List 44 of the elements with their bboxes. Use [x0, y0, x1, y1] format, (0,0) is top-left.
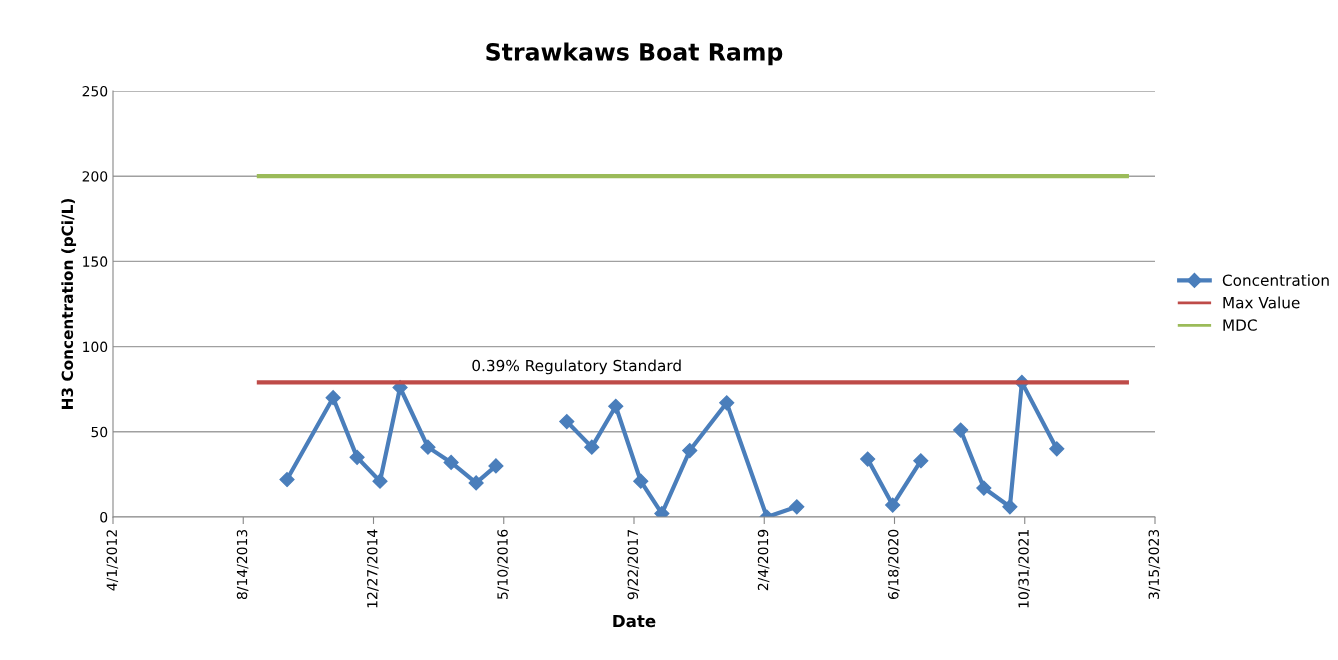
- x-tick-label: 12/27/2014: [367, 529, 379, 608]
- point: [420, 439, 436, 455]
- x-tick-label: 10/31/2021: [1018, 530, 1030, 608]
- point: [279, 471, 295, 488]
- y-axis-title: H3 Concentration (pCi/L): [61, 198, 77, 409]
- point: [953, 422, 969, 438]
- x-tick-label: 2/4/2019: [757, 529, 770, 591]
- point: [789, 499, 805, 515]
- point: [372, 473, 388, 489]
- legend-label: Max Value: [1223, 296, 1300, 309]
- x-tick-label: 9/22/2017: [627, 529, 640, 600]
- point: [325, 390, 341, 406]
- point: [633, 473, 649, 489]
- chart-title: Strawkaws Boat Ramp: [486, 42, 783, 66]
- legend-label: Concentration: [1222, 274, 1329, 287]
- point: [860, 451, 876, 467]
- point: [349, 449, 365, 465]
- point: [488, 458, 504, 474]
- point: [682, 442, 698, 459]
- y-tick-label: 200: [82, 171, 108, 182]
- point: [584, 439, 600, 455]
- point: [719, 395, 735, 411]
- x-axis-title: Date: [613, 614, 656, 628]
- y-tick-label: 250: [82, 85, 108, 97]
- point: [1002, 499, 1018, 515]
- legend-label: MDC: [1223, 319, 1257, 331]
- x-tick-label: 3/15/2023: [1148, 529, 1161, 599]
- annotation: 0.39% Regulatory Standard: [472, 359, 681, 375]
- point: [443, 454, 459, 471]
- point: [1049, 441, 1065, 457]
- point: [608, 398, 624, 414]
- point: [559, 414, 575, 430]
- point: [885, 497, 901, 513]
- y-tick-label: 0: [100, 511, 108, 523]
- y-tick-label: 100: [83, 341, 108, 353]
- point: [976, 480, 992, 496]
- point: [468, 475, 484, 491]
- x-tick-label: 8/14/2013: [236, 529, 249, 600]
- x-tick-label: 4/1/2012: [106, 530, 119, 591]
- y-tick-label: 150: [83, 256, 108, 267]
- x-tick-label: 6/18/2020: [888, 529, 900, 600]
- x-tick-label: 5/10/2016: [497, 529, 509, 599]
- y-tick-label: 50: [91, 426, 108, 438]
- point: [913, 453, 929, 469]
